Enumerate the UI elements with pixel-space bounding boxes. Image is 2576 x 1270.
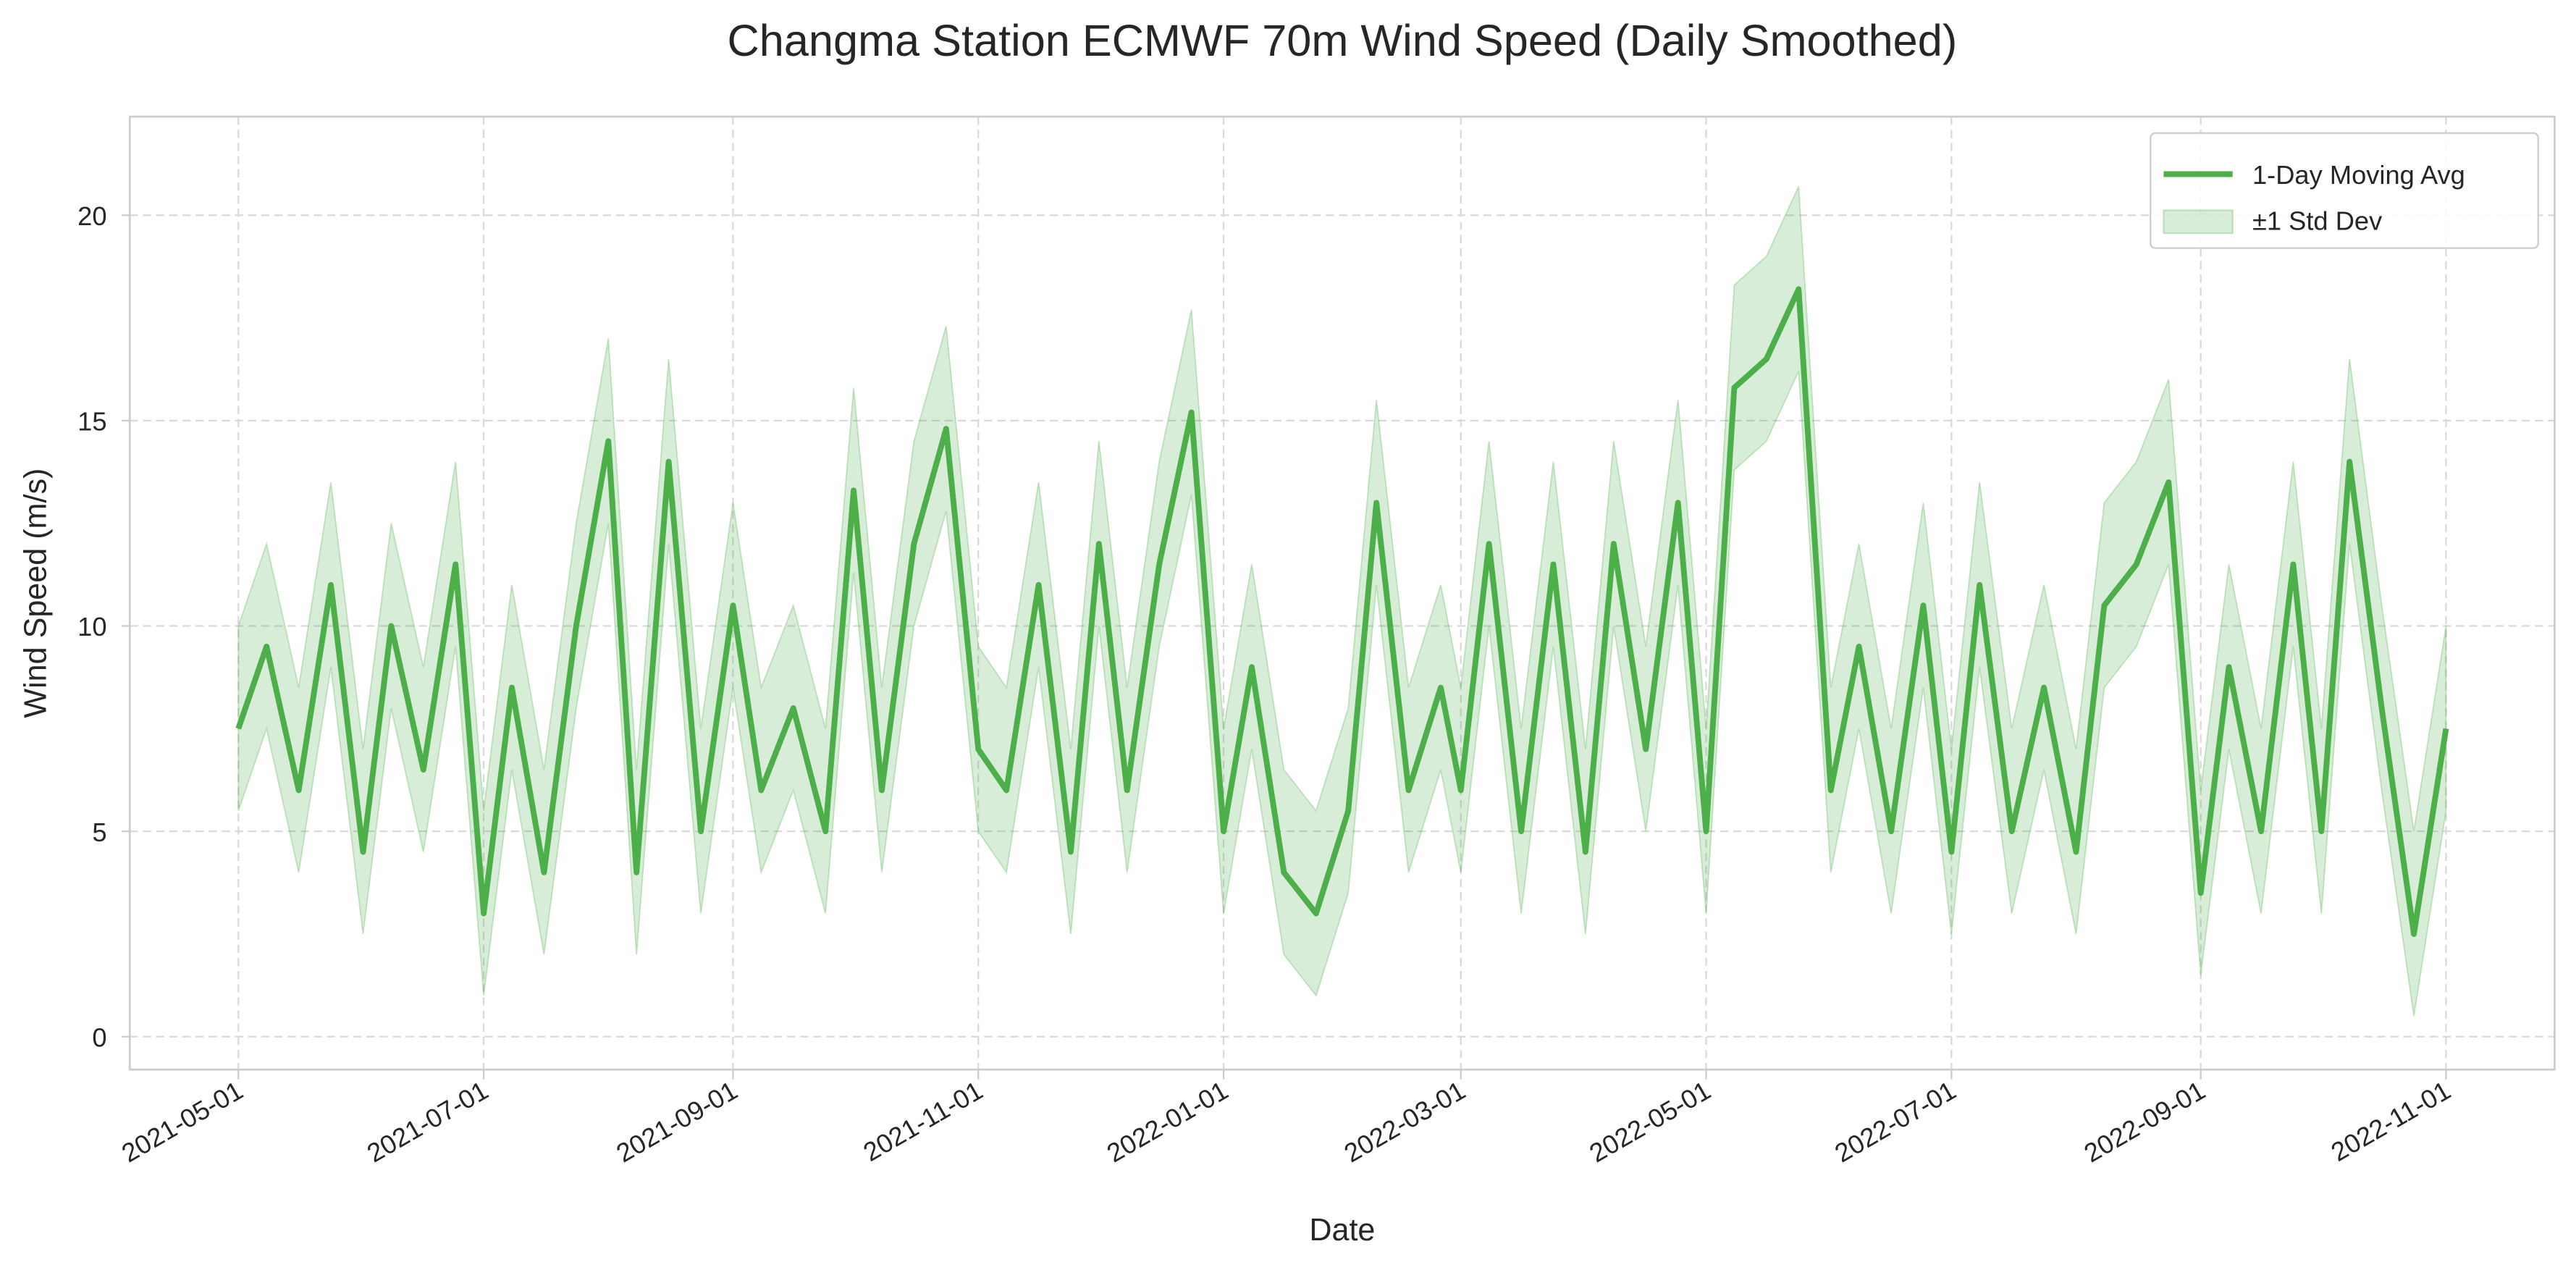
y-tick-label: 0 — [92, 1022, 106, 1052]
x-tick-label: 2021-05-01 — [117, 1075, 248, 1168]
x-tick-label: 2022-01-01 — [1102, 1075, 1233, 1168]
legend-patch — [2163, 209, 2234, 235]
x-axis-label: Date — [1309, 1213, 1375, 1248]
x-tick-label: 2021-07-01 — [362, 1075, 493, 1168]
x-tick-label: 2022-09-01 — [2079, 1075, 2210, 1168]
y-axis-label: Wind Speed (m/s) — [19, 468, 54, 718]
chart-title: Changma Station ECMWF 70m Wind Speed (Da… — [728, 16, 1958, 65]
x-tick-label: 2021-11-01 — [858, 1075, 988, 1167]
x-tick-label: 2022-07-01 — [1830, 1075, 1961, 1168]
y-tick-label: 20 — [77, 201, 106, 231]
x-tick-label: 2022-11-01 — [2326, 1075, 2456, 1167]
y-tick-label: 10 — [77, 612, 106, 642]
x-tick-label: 2021-09-01 — [611, 1075, 742, 1168]
y-tick-label: 5 — [92, 817, 106, 847]
x-tick-label: 2022-03-01 — [1339, 1075, 1470, 1168]
legend: 1-Day Moving Avg ±1 Std Dev — [2150, 132, 2539, 249]
legend-label: 1-Day Moving Avg — [2252, 160, 2465, 190]
series-line — [235, 286, 2449, 937]
legend-box — [2150, 132, 2539, 249]
legend-label: ±1 Std Dev — [2252, 206, 2383, 236]
x-tick-label: 2022-05-01 — [1584, 1075, 1715, 1168]
plot-frame — [128, 115, 2556, 1071]
y-tick-label: 15 — [77, 406, 106, 436]
std-band — [237, 186, 2447, 1017]
